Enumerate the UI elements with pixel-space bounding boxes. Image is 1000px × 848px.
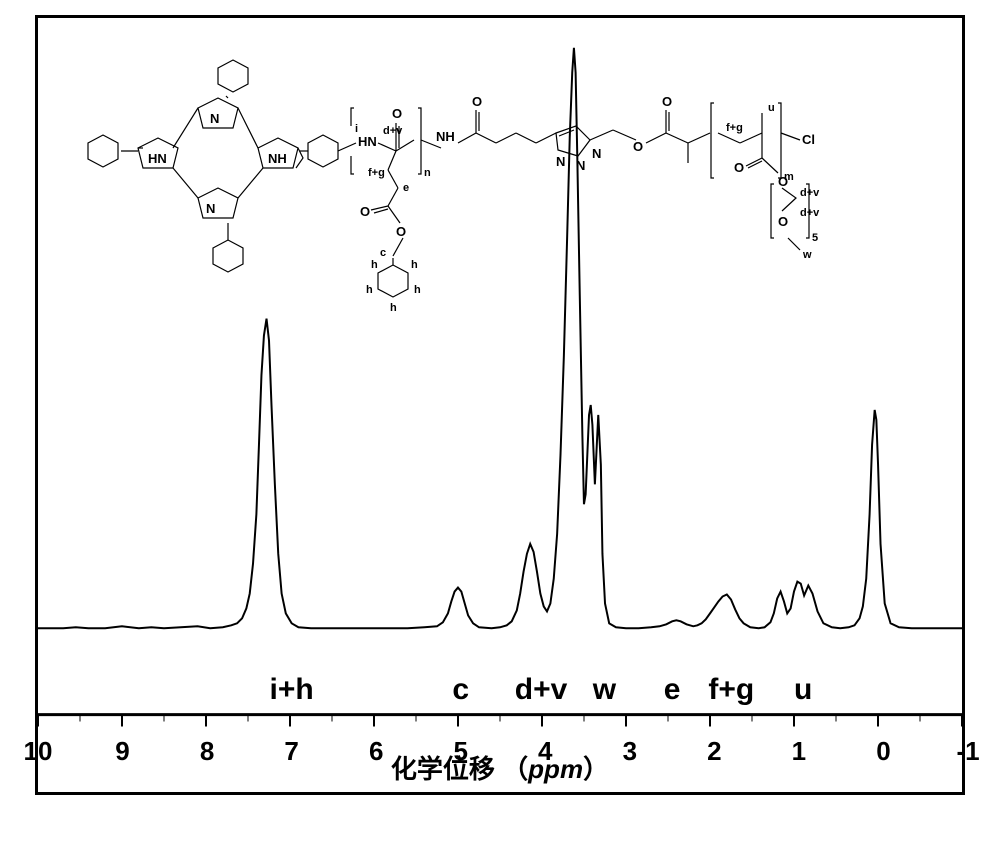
label-w: w: [802, 249, 812, 261]
triazole-N2: N: [576, 158, 585, 173]
porph-N2: N: [206, 201, 215, 216]
label-h1: h: [371, 259, 378, 271]
amide-NH2: NH: [436, 129, 455, 144]
carbonyl-O1: O: [392, 106, 402, 121]
label-fg1: f+g: [368, 167, 385, 179]
peak-label: u: [794, 673, 812, 707]
porph-NH2: NH: [268, 151, 287, 166]
x-tick-label: 8: [200, 736, 214, 767]
x-tick-label: 6: [369, 736, 383, 767]
xlabel-text: 化学位移: [391, 754, 495, 784]
x-tick-label: 3: [623, 736, 637, 767]
x-tick-label: -1: [956, 736, 979, 767]
amide-NH: HN: [358, 134, 377, 149]
xlabel-unit: ppm: [528, 754, 583, 784]
axis-ticks: [38, 715, 962, 727]
x-tick-label: 10: [24, 736, 53, 767]
linker-O: O: [472, 94, 482, 109]
peak-label: i+h: [270, 673, 314, 707]
label-dv3: d+v: [800, 207, 820, 219]
pegma-block: f+g u m Cl O O d+v d+v O 5 w: [666, 102, 820, 261]
label-n: n: [424, 167, 431, 179]
pegma-O2: O: [778, 174, 788, 189]
peak-label: c: [452, 673, 469, 707]
porph-HN1: HN: [148, 151, 167, 166]
x-axis-label: 化学位移 （ppm）: [391, 749, 609, 786]
triazole-N1: N: [556, 154, 565, 169]
linker-O3: O: [662, 94, 672, 109]
label-e: e: [403, 182, 409, 194]
label-Cl: Cl: [802, 132, 815, 147]
x-tick-label: 9: [115, 736, 129, 767]
xlabel-unit-wrap: （ppm）: [502, 754, 609, 784]
peak-label: f+g: [708, 673, 754, 707]
triazole-N3: N: [592, 146, 601, 161]
peak-label: e: [664, 673, 681, 707]
pegma-O1: O: [734, 160, 744, 175]
ester-O1: O: [360, 204, 370, 219]
porph-N1: N: [210, 111, 219, 126]
porphyrin-core: N N HN NH: [88, 60, 338, 272]
label-h3: h: [366, 284, 373, 296]
label-dv1: d+v: [383, 125, 403, 137]
polypeptide-block: HN i O d+v n f+g e O O: [338, 106, 431, 314]
label-h2: h: [411, 259, 418, 271]
label-i: i: [355, 123, 358, 135]
label-u: u: [768, 102, 775, 114]
linker-block: NH O N N N O O: [421, 94, 672, 173]
x-tick-label: 2: [707, 736, 721, 767]
nmr-figure: 109876543210-1 i+hcd+vwef+gu 化学位移 （ppm） …: [35, 15, 965, 795]
ester-O2: O: [396, 224, 406, 239]
label-c: c: [380, 247, 386, 259]
x-tick-label: 0: [876, 736, 890, 767]
peak-label: d+v: [515, 673, 568, 707]
label-dv2: d+v: [800, 187, 820, 199]
label-5: 5: [812, 232, 818, 244]
label-h5: h: [390, 302, 397, 314]
x-tick-label: 1: [792, 736, 806, 767]
label-fg2: f+g: [726, 122, 743, 134]
linker-O2: O: [633, 139, 643, 154]
peak-label: w: [593, 673, 616, 707]
pegma-O3: O: [778, 214, 788, 229]
label-h4: h: [414, 284, 421, 296]
chemical-structure: N N HN NH HN i: [78, 48, 948, 348]
x-tick-label: 7: [284, 736, 298, 767]
